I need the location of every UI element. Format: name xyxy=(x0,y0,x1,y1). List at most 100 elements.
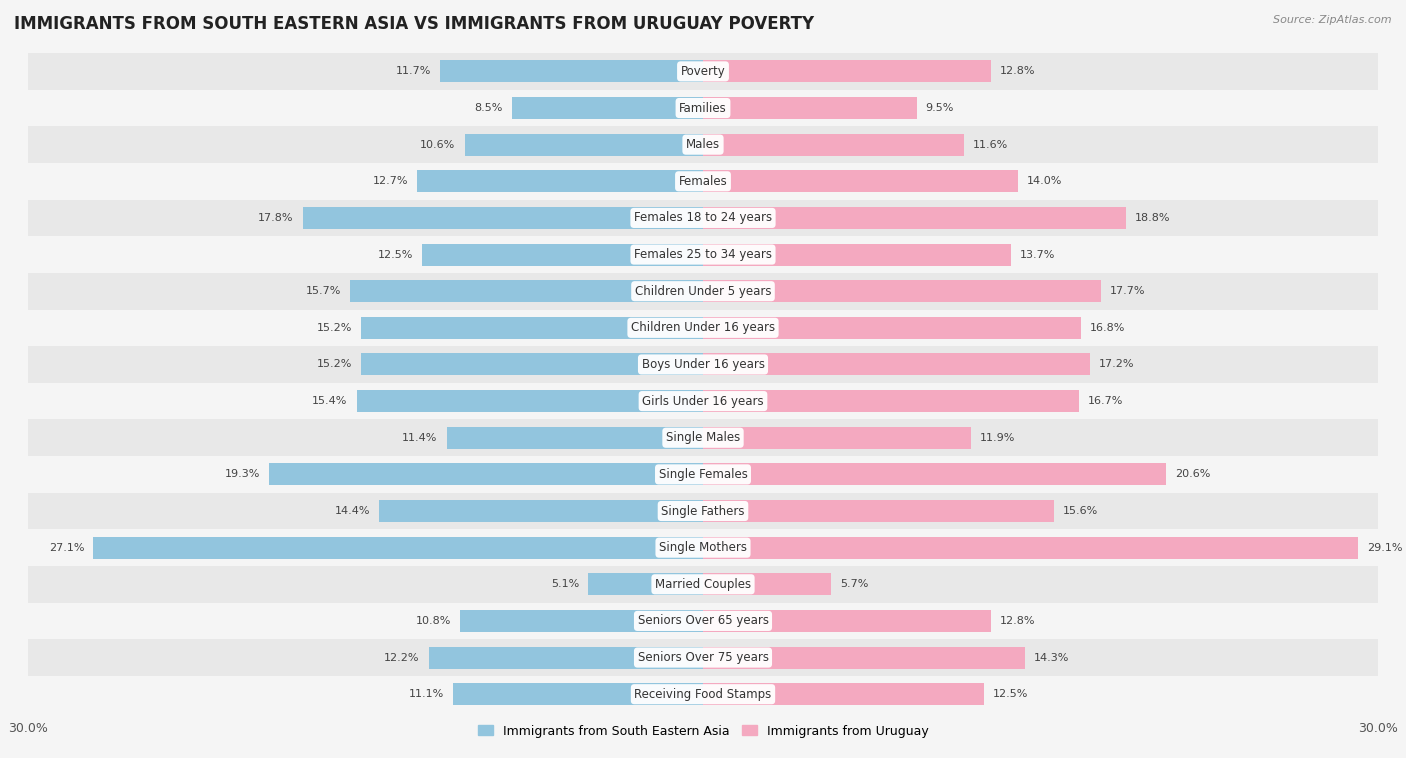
Bar xyxy=(703,647,1025,669)
Bar xyxy=(28,603,1378,639)
Bar xyxy=(512,97,703,119)
Bar xyxy=(28,163,1378,199)
Bar xyxy=(447,427,703,449)
Bar xyxy=(440,61,703,83)
Bar xyxy=(28,89,1378,127)
Bar xyxy=(703,610,991,632)
Text: 16.7%: 16.7% xyxy=(1088,396,1123,406)
Text: 14.4%: 14.4% xyxy=(335,506,370,516)
Text: Single Fathers: Single Fathers xyxy=(661,505,745,518)
Text: Single Females: Single Females xyxy=(658,468,748,481)
Bar xyxy=(350,280,703,302)
Text: Seniors Over 65 years: Seniors Over 65 years xyxy=(637,615,769,628)
Bar xyxy=(703,427,970,449)
Text: 15.4%: 15.4% xyxy=(312,396,347,406)
Text: 14.3%: 14.3% xyxy=(1033,653,1069,662)
Text: 13.7%: 13.7% xyxy=(1021,249,1056,259)
Text: Poverty: Poverty xyxy=(681,65,725,78)
Text: Married Couples: Married Couples xyxy=(655,578,751,590)
Text: 5.1%: 5.1% xyxy=(551,579,579,589)
Text: 18.8%: 18.8% xyxy=(1135,213,1170,223)
Text: 20.6%: 20.6% xyxy=(1175,469,1211,479)
Bar xyxy=(703,317,1081,339)
Text: 9.5%: 9.5% xyxy=(925,103,955,113)
Text: Source: ZipAtlas.com: Source: ZipAtlas.com xyxy=(1274,15,1392,25)
Bar xyxy=(464,133,703,155)
Bar xyxy=(703,390,1078,412)
Text: Females 25 to 34 years: Females 25 to 34 years xyxy=(634,248,772,261)
Bar xyxy=(703,537,1358,559)
Bar xyxy=(28,273,1378,309)
Bar xyxy=(703,353,1090,375)
Bar xyxy=(588,573,703,595)
Bar xyxy=(703,500,1054,522)
Bar xyxy=(28,127,1378,163)
Bar xyxy=(28,346,1378,383)
Bar xyxy=(269,463,703,485)
Text: IMMIGRANTS FROM SOUTH EASTERN ASIA VS IMMIGRANTS FROM URUGUAY POVERTY: IMMIGRANTS FROM SOUTH EASTERN ASIA VS IM… xyxy=(14,15,814,33)
Text: 12.8%: 12.8% xyxy=(1000,616,1035,626)
Bar xyxy=(28,53,1378,89)
Text: 10.6%: 10.6% xyxy=(420,139,456,149)
Text: 17.8%: 17.8% xyxy=(259,213,294,223)
Bar xyxy=(93,537,703,559)
Text: Boys Under 16 years: Boys Under 16 years xyxy=(641,358,765,371)
Bar xyxy=(28,639,1378,676)
Bar xyxy=(429,647,703,669)
Bar xyxy=(460,610,703,632)
Text: Seniors Over 75 years: Seniors Over 75 years xyxy=(637,651,769,664)
Text: 12.7%: 12.7% xyxy=(373,177,408,186)
Bar xyxy=(418,171,703,193)
Text: 12.5%: 12.5% xyxy=(993,689,1029,699)
Bar xyxy=(703,280,1101,302)
Text: 19.3%: 19.3% xyxy=(225,469,260,479)
Text: Children Under 5 years: Children Under 5 years xyxy=(634,285,772,298)
Text: Single Males: Single Males xyxy=(666,431,740,444)
Bar xyxy=(703,463,1167,485)
Text: 11.1%: 11.1% xyxy=(409,689,444,699)
Bar xyxy=(28,529,1378,566)
Bar xyxy=(703,683,984,705)
Bar xyxy=(361,317,703,339)
Text: 27.1%: 27.1% xyxy=(49,543,84,553)
Text: 8.5%: 8.5% xyxy=(474,103,503,113)
Text: 12.5%: 12.5% xyxy=(377,249,413,259)
Bar xyxy=(302,207,703,229)
Bar xyxy=(703,243,1011,265)
Bar xyxy=(28,199,1378,236)
Text: 11.9%: 11.9% xyxy=(980,433,1015,443)
Text: Receiving Food Stamps: Receiving Food Stamps xyxy=(634,688,772,700)
Text: Children Under 16 years: Children Under 16 years xyxy=(631,321,775,334)
Text: 5.7%: 5.7% xyxy=(841,579,869,589)
Bar xyxy=(703,573,831,595)
Text: 17.2%: 17.2% xyxy=(1099,359,1135,369)
Text: 11.4%: 11.4% xyxy=(402,433,437,443)
Bar xyxy=(703,97,917,119)
Text: 11.6%: 11.6% xyxy=(973,139,1008,149)
Bar xyxy=(28,456,1378,493)
Text: 15.2%: 15.2% xyxy=(316,323,352,333)
Bar xyxy=(28,383,1378,419)
Bar xyxy=(703,61,991,83)
Legend: Immigrants from South Eastern Asia, Immigrants from Uruguay: Immigrants from South Eastern Asia, Immi… xyxy=(472,719,934,743)
Bar xyxy=(28,493,1378,529)
Text: 15.7%: 15.7% xyxy=(305,287,340,296)
Text: 16.8%: 16.8% xyxy=(1090,323,1125,333)
Text: 10.8%: 10.8% xyxy=(416,616,451,626)
Text: 15.2%: 15.2% xyxy=(316,359,352,369)
Bar xyxy=(28,419,1378,456)
Bar xyxy=(361,353,703,375)
Bar xyxy=(28,309,1378,346)
Text: 29.1%: 29.1% xyxy=(1367,543,1402,553)
Text: 12.8%: 12.8% xyxy=(1000,67,1035,77)
Text: Males: Males xyxy=(686,138,720,151)
Text: 11.7%: 11.7% xyxy=(395,67,430,77)
Bar xyxy=(28,236,1378,273)
Bar xyxy=(453,683,703,705)
Bar xyxy=(422,243,703,265)
Bar xyxy=(357,390,703,412)
Text: 17.7%: 17.7% xyxy=(1111,287,1146,296)
Text: Girls Under 16 years: Girls Under 16 years xyxy=(643,395,763,408)
Bar xyxy=(380,500,703,522)
Text: 14.0%: 14.0% xyxy=(1026,177,1063,186)
